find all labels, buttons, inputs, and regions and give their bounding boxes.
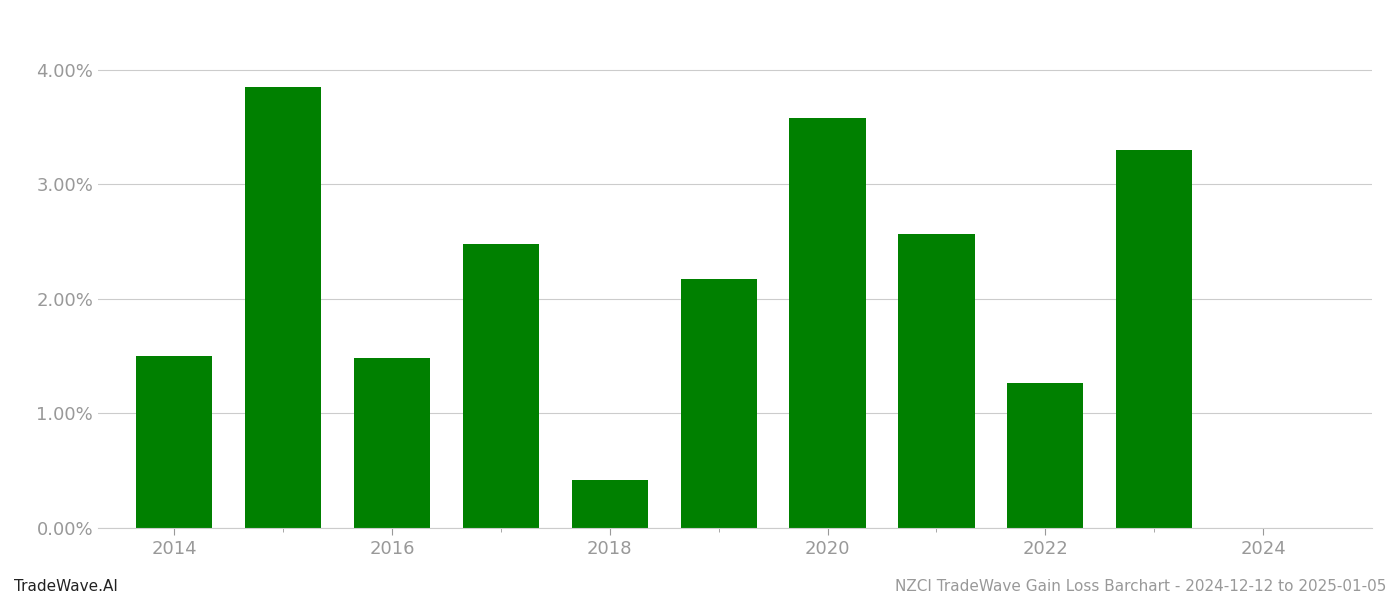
Text: TradeWave.AI: TradeWave.AI xyxy=(14,579,118,594)
Bar xyxy=(354,358,430,528)
Bar xyxy=(1007,383,1084,528)
Bar xyxy=(245,87,321,528)
Bar xyxy=(790,118,865,528)
Bar xyxy=(571,480,648,528)
Bar xyxy=(1116,150,1193,528)
Bar xyxy=(463,244,539,528)
Bar xyxy=(136,356,213,528)
Text: NZCI TradeWave Gain Loss Barchart - 2024-12-12 to 2025-01-05: NZCI TradeWave Gain Loss Barchart - 2024… xyxy=(895,579,1386,594)
Bar xyxy=(680,280,757,528)
Bar xyxy=(899,233,974,528)
